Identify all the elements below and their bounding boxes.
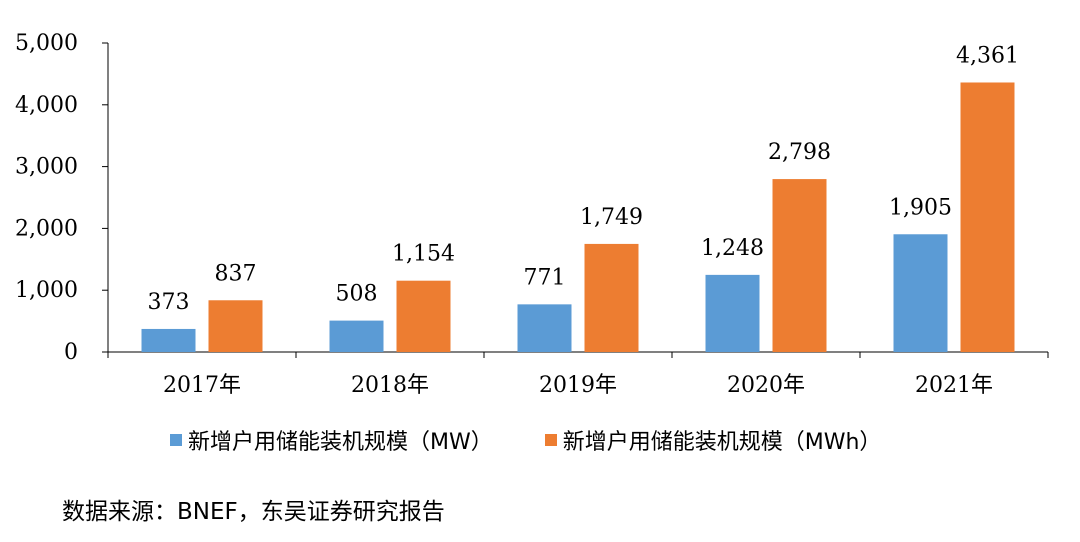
y-tick-label: 4,000 xyxy=(15,93,78,118)
bar xyxy=(960,82,1015,352)
data-labels: 373 508 771 1,248 1,905 837 1,154 1,749 2,798 4,3… xyxy=(148,43,1019,314)
legend-item-mw: 新增户用储能装机规模（MW） xyxy=(170,424,493,456)
y-tick-label: 3,000 xyxy=(15,155,78,180)
bar xyxy=(208,300,263,352)
bar xyxy=(396,280,451,352)
data-label: 1,905 xyxy=(889,195,952,220)
x-tick-label: 2020年 xyxy=(727,373,805,398)
data-label: 1,749 xyxy=(580,205,643,230)
legend-label-mwh: 新增户用储能装机规模（MWh） xyxy=(562,430,882,455)
x-tick-label: 2017年 xyxy=(163,373,241,398)
source-note: 数据来源：BNEF，东吴证券研究报告 xyxy=(62,499,445,525)
data-label: 1,154 xyxy=(392,242,455,267)
data-label: 837 xyxy=(215,261,257,286)
data-label: 4,361 xyxy=(956,43,1019,68)
bar xyxy=(329,320,384,352)
bar xyxy=(141,328,196,352)
y-tick-label: 5,000 xyxy=(15,31,78,56)
data-label: 2,798 xyxy=(768,140,831,165)
y-tick-label: 2,000 xyxy=(15,216,78,241)
legend-label-mw: 新增户用储能装机规模（MW） xyxy=(188,430,493,455)
bar xyxy=(705,274,760,352)
axes: 0 1,000 2,000 3,000 4,000 5,000 2017年 2018年 2019… xyxy=(15,31,1049,398)
data-label: 771 xyxy=(524,265,566,290)
data-label: 508 xyxy=(336,282,378,307)
legend: 新增户用储能装机规模（MW） 新增户用储能装机规模（MWh） xyxy=(170,424,933,456)
bar xyxy=(893,234,948,352)
legend-swatch-mwh xyxy=(544,434,557,446)
legend-item-mwh: 新增户用储能装机规模（MWh） xyxy=(544,424,882,456)
x-tick-label: 2018年 xyxy=(351,373,429,398)
data-label: 1,248 xyxy=(701,236,764,261)
chart: 0 1,000 2,000 3,000 4,000 5,000 2017年 2018年 2019… xyxy=(15,31,1049,398)
x-tick-label: 2019年 xyxy=(539,373,617,398)
bar xyxy=(584,243,639,352)
data-label: 373 xyxy=(148,290,190,315)
bar xyxy=(517,304,572,352)
legend-swatch-mw xyxy=(170,434,182,446)
y-tick-label: 1,000 xyxy=(15,278,78,303)
y-tick-label: 0 xyxy=(64,340,78,365)
bars xyxy=(141,82,1015,352)
bar xyxy=(772,179,827,352)
x-tick-label: 2021年 xyxy=(915,373,993,398)
